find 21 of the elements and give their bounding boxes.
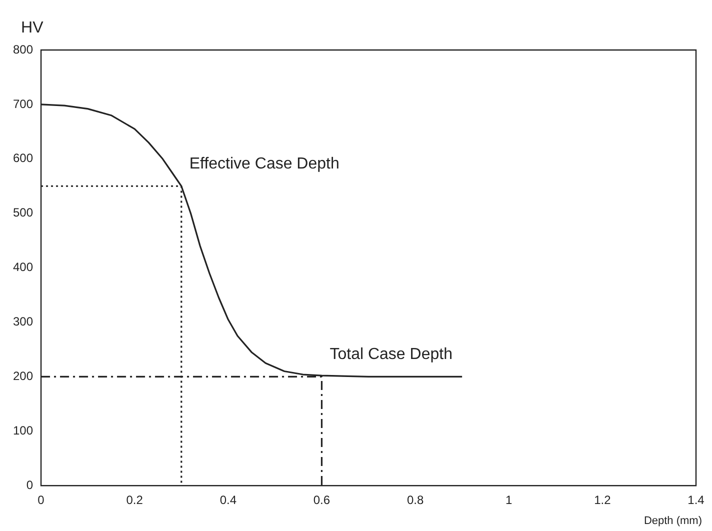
x-axis-title: Depth (mm) bbox=[644, 515, 702, 528]
y-tick-label: 0 bbox=[26, 478, 34, 492]
y-tick-label: 600 bbox=[12, 151, 34, 166]
x-tick-label: 0.6 bbox=[313, 493, 330, 508]
y-axis-title: HV bbox=[21, 19, 44, 36]
x-tick-label: 0 bbox=[38, 493, 45, 508]
annotation: Total Case Depth bbox=[330, 346, 452, 364]
y-tick-label: 300 bbox=[12, 314, 34, 329]
y-tick-label: 800 bbox=[12, 42, 34, 56]
x-tick-label: 1.2 bbox=[594, 493, 612, 508]
annotation: Effective Case Depth bbox=[189, 156, 340, 173]
y-tick-label: 500 bbox=[12, 206, 34, 220]
y-tick-label: 700 bbox=[12, 96, 34, 111]
x-tick-label: 1 bbox=[506, 493, 513, 508]
y-tick-label: 400 bbox=[12, 260, 34, 274]
x-tick-label: 0.2 bbox=[126, 493, 144, 508]
x-tick-label: 0.4 bbox=[220, 493, 237, 508]
y-tick-label: 200 bbox=[12, 369, 34, 384]
y-tick-label: 100 bbox=[12, 423, 34, 438]
x-tick-label: 1.4 bbox=[688, 493, 705, 508]
x-tick-label: 0.8 bbox=[406, 493, 424, 508]
